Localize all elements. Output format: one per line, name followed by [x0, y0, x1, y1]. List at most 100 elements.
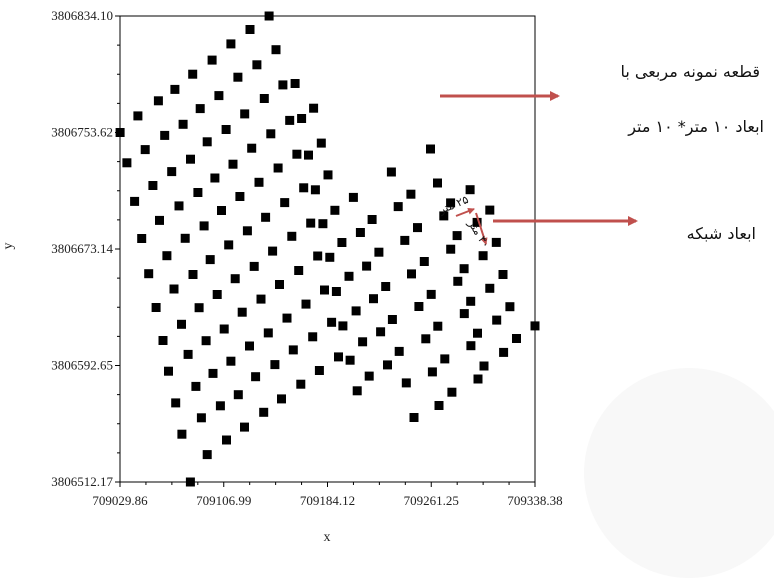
data-point — [140, 145, 150, 155]
x-tick-label: 709261.25 — [404, 493, 459, 508]
data-point — [275, 280, 284, 289]
data-point — [337, 238, 347, 247]
data-point — [130, 196, 140, 206]
data-point — [215, 401, 225, 411]
data-point — [351, 306, 361, 316]
data-point — [191, 381, 201, 391]
data-point — [273, 163, 283, 173]
data-point — [348, 192, 358, 202]
data-point — [446, 244, 456, 254]
data-point — [387, 315, 397, 324]
data-point — [308, 332, 318, 342]
data-point — [459, 264, 469, 274]
data-point — [318, 219, 328, 229]
data-point — [301, 299, 311, 309]
data-point — [251, 372, 261, 382]
data-point — [151, 303, 161, 312]
data-point — [144, 269, 154, 279]
data-point — [447, 387, 457, 397]
data-point — [320, 285, 329, 295]
data-point — [285, 115, 295, 125]
data-point — [226, 356, 236, 366]
data-point — [183, 349, 193, 359]
data-point — [245, 25, 255, 34]
data-point — [426, 289, 436, 299]
data-point — [212, 290, 222, 299]
data-point — [433, 321, 443, 331]
data-point — [512, 334, 521, 343]
x-tick-label: 709029.86 — [92, 493, 148, 508]
data-point — [233, 390, 243, 400]
data-point — [316, 138, 326, 148]
plot-title-annotation: قطعه نمونه مربعی با — [620, 62, 760, 81]
data-point — [499, 347, 509, 357]
data-point — [122, 158, 132, 168]
data-point — [217, 206, 226, 215]
data-point — [167, 167, 177, 177]
y-axis: 3806512.17 3806592.65 3806673.14 3806753.62… — [51, 8, 120, 489]
data-point — [452, 231, 462, 241]
data-point — [186, 154, 195, 164]
data-point — [367, 215, 377, 224]
scatter-chart: 3806512.17 3806592.65 3806673.14 3806753.62… — [1, 8, 638, 545]
data-point — [472, 217, 482, 227]
data-point — [478, 251, 488, 261]
x-tick-label: 709338.38 — [507, 493, 562, 508]
data-point — [270, 360, 280, 370]
data-point — [473, 328, 482, 338]
data-point — [193, 188, 203, 197]
data-point — [479, 361, 489, 371]
data-point — [530, 321, 540, 331]
data-point — [306, 218, 316, 228]
data-point — [259, 407, 269, 417]
data-points — [115, 11, 540, 487]
data-point — [180, 233, 190, 243]
data-point — [214, 91, 224, 101]
data-point — [426, 144, 435, 154]
data-point — [473, 374, 483, 384]
data-point — [485, 205, 495, 215]
data-point — [323, 170, 333, 180]
data-point — [178, 119, 188, 129]
data-point — [188, 270, 198, 279]
data-point — [406, 189, 416, 199]
data-point — [171, 398, 181, 408]
data-point — [294, 266, 304, 275]
x-axis-label: x — [324, 530, 331, 545]
data-point — [177, 319, 186, 329]
data-point — [174, 201, 184, 211]
data-point — [195, 104, 205, 114]
plot-frame — [119, 15, 536, 483]
data-point — [201, 336, 211, 346]
dim-arrow-a — [455, 207, 475, 217]
data-point — [137, 234, 147, 243]
y-axis-label: y — [1, 243, 16, 250]
data-point — [264, 11, 274, 21]
plot-size-annotation: ابعاد ۱۰ متر* ۱۰ متر — [628, 117, 764, 136]
data-point — [221, 125, 231, 134]
data-point — [247, 143, 257, 153]
data-point — [199, 221, 209, 231]
data-point — [158, 336, 168, 345]
data-point — [374, 247, 384, 257]
data-point — [256, 294, 266, 304]
data-point — [453, 276, 463, 286]
data-point — [485, 283, 495, 293]
data-point — [233, 72, 243, 82]
data-point — [299, 183, 309, 193]
data-point — [330, 205, 340, 215]
data-point — [249, 261, 259, 271]
data-point — [194, 303, 204, 313]
data-point — [287, 231, 297, 241]
data-point — [219, 324, 229, 334]
data-point — [254, 177, 264, 187]
data-point — [459, 309, 469, 319]
data-point — [362, 261, 372, 271]
data-point — [153, 96, 163, 106]
data-point — [242, 226, 252, 236]
data-point — [296, 379, 306, 389]
data-point — [222, 435, 231, 445]
data-point — [230, 274, 240, 284]
data-point — [297, 114, 307, 123]
data-point — [386, 167, 396, 177]
